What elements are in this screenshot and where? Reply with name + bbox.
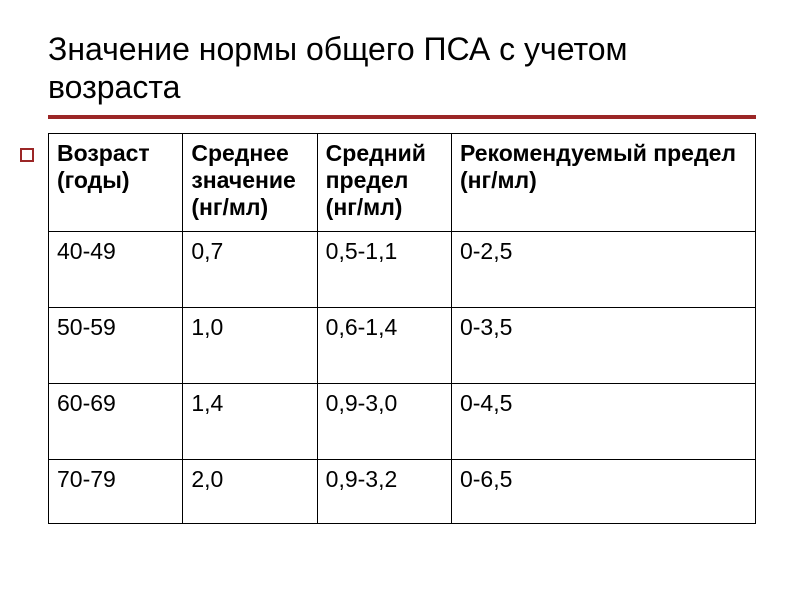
- cell-recommended: 0-6,5: [451, 459, 755, 523]
- table-row: 70-79 2,0 0,9-3,2 0-6,5: [49, 459, 756, 523]
- col-header-mean: Среднее значение (нг/мл): [183, 133, 317, 231]
- cell-age: 70-79: [49, 459, 183, 523]
- table-row: 60-69 1,4 0,9-3,0 0-4,5: [49, 383, 756, 459]
- slide: Значение нормы общего ПСА с учетом возра…: [0, 0, 800, 554]
- col-header-age: Возраст (годы): [49, 133, 183, 231]
- title-underline: [48, 115, 756, 119]
- bullet-square-icon: [20, 148, 34, 162]
- cell-mid-range: 0,6-1,4: [317, 307, 451, 383]
- cell-mid-range: 0,9-3,0: [317, 383, 451, 459]
- table-row: 40-49 0,7 0,5-1,1 0-2,5: [49, 231, 756, 307]
- table-row: 50-59 1,0 0,6-1,4 0-3,5: [49, 307, 756, 383]
- cell-age: 60-69: [49, 383, 183, 459]
- slide-title: Значение нормы общего ПСА с учетом возра…: [40, 30, 760, 107]
- cell-age: 50-59: [49, 307, 183, 383]
- cell-recommended: 0-3,5: [451, 307, 755, 383]
- cell-mean: 1,4: [183, 383, 317, 459]
- cell-recommended: 0-2,5: [451, 231, 755, 307]
- psa-table-wrapper: Возраст (годы) Среднее значение (нг/мл) …: [48, 133, 756, 524]
- cell-mid-range: 0,5-1,1: [317, 231, 451, 307]
- cell-age: 40-49: [49, 231, 183, 307]
- cell-mid-range: 0,9-3,2: [317, 459, 451, 523]
- table-header-row: Возраст (годы) Среднее значение (нг/мл) …: [49, 133, 756, 231]
- col-header-mid-range: Средний предел (нг/мл): [317, 133, 451, 231]
- cell-mean: 0,7: [183, 231, 317, 307]
- psa-table: Возраст (годы) Среднее значение (нг/мл) …: [48, 133, 756, 524]
- cell-mean: 1,0: [183, 307, 317, 383]
- cell-recommended: 0-4,5: [451, 383, 755, 459]
- col-header-recommended: Рекомендуемый предел (нг/мл): [451, 133, 755, 231]
- cell-mean: 2,0: [183, 459, 317, 523]
